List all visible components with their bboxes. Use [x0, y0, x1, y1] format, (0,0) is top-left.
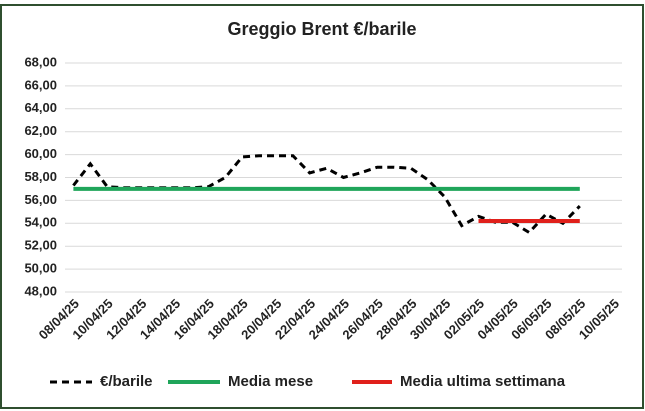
y-tick-label: 48,00 [24, 283, 57, 298]
y-tick-label: 60,00 [24, 146, 57, 161]
y-tick-label: 68,00 [24, 54, 57, 69]
legend-label: Media mese [228, 373, 313, 390]
y-tick-label: 54,00 [24, 215, 57, 230]
y-tick-label: 64,00 [24, 100, 57, 115]
y-tick-label: 58,00 [24, 169, 57, 184]
chart-title: Greggio Brent €/barile [227, 19, 416, 39]
legend-label: Media ultima settimana [400, 373, 566, 390]
y-tick-label: 56,00 [24, 192, 57, 207]
y-tick-label: 62,00 [24, 123, 57, 138]
y-tick-label: 52,00 [24, 238, 57, 253]
chart-border [0, 4, 644, 409]
y-tick-label: 66,00 [24, 77, 57, 92]
y-tick-label: 50,00 [24, 261, 57, 276]
legend-label: €/barile [100, 373, 153, 390]
